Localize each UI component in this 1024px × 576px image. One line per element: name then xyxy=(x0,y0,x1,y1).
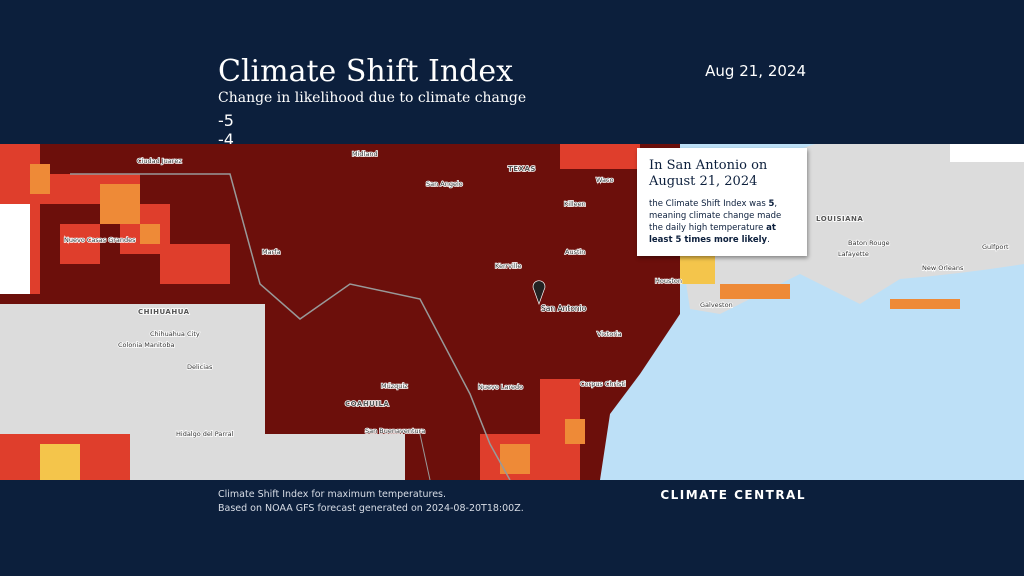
region-label: CHIHUAHUA xyxy=(138,308,190,316)
place-label: Austin xyxy=(565,248,585,256)
place-label: Nuevo Laredo xyxy=(478,383,523,391)
legend: -5-4-3-2-1012345Uncertain xyxy=(218,111,807,341)
place-label: Houston xyxy=(655,277,682,285)
title: Climate Shift Index xyxy=(218,54,514,89)
place-label: Múzquiz xyxy=(381,382,408,390)
legend-label: -5 xyxy=(218,111,234,130)
location-pin[interactable] xyxy=(532,280,546,306)
place-label: Gulfport xyxy=(982,243,1009,251)
place-label: Killeen xyxy=(564,200,586,208)
info-popup: In San Antonio on August 21, 2024 the Cl… xyxy=(637,148,807,256)
place-label: San Antonio xyxy=(541,304,587,313)
region-label: COAHUILA xyxy=(345,400,389,408)
popup-text: , meaning climate change made the daily … xyxy=(649,199,782,233)
logo: CLIMATE CENTRAL xyxy=(660,488,806,502)
place-label: San Angelo xyxy=(426,180,463,188)
place-label: Ciudad Juarez xyxy=(137,157,182,165)
place-label: Midland xyxy=(352,150,378,158)
popup-bold: at least 5 times more likely xyxy=(649,223,776,245)
footer-note: Climate Shift Index for maximum temperat… xyxy=(218,489,447,500)
popup-text: the Climate Shift Index was 5, meaning c… xyxy=(649,198,795,246)
footer-note: Based on NOAA GFS forecast generated on … xyxy=(218,503,524,514)
subtitle: Change in likelihood due to climate chan… xyxy=(218,90,527,106)
popup-bold: 5 xyxy=(768,199,775,209)
place-label: Nuevo Casas Grandes xyxy=(64,236,136,244)
place-label: Galveston xyxy=(700,301,733,309)
date: Aug 21, 2024 xyxy=(705,62,806,80)
place-label: Waco xyxy=(596,176,614,184)
popup-text: . xyxy=(767,235,770,245)
place-label: Victoria xyxy=(597,330,622,338)
place-label: Colonia Manitoba xyxy=(118,341,174,349)
place-label: Hidalgo del Parral xyxy=(176,430,234,438)
place-label: Corpus Christi xyxy=(580,380,626,388)
place-label: Chihuahua City xyxy=(150,330,200,338)
place-label: New Orleans xyxy=(922,264,964,272)
place-label: Delicias xyxy=(187,363,213,371)
place-label: Baton Rouge xyxy=(848,239,890,247)
place-label: San Buenaventura xyxy=(365,427,425,435)
popup-text: the Climate Shift Index was xyxy=(649,199,769,209)
region-label: LOUISIANA xyxy=(816,215,863,223)
place-label: Lafayette xyxy=(838,250,869,258)
place-label: Kerrville xyxy=(495,262,521,270)
popup-title: In San Antonio on August 21, 2024 xyxy=(649,158,768,189)
map: Ciudad Juarez Nuevo Casas Grandes Marfa Mid… xyxy=(0,144,1024,480)
region-label: TEXAS xyxy=(508,165,536,173)
place-label: Marfa xyxy=(262,248,281,256)
